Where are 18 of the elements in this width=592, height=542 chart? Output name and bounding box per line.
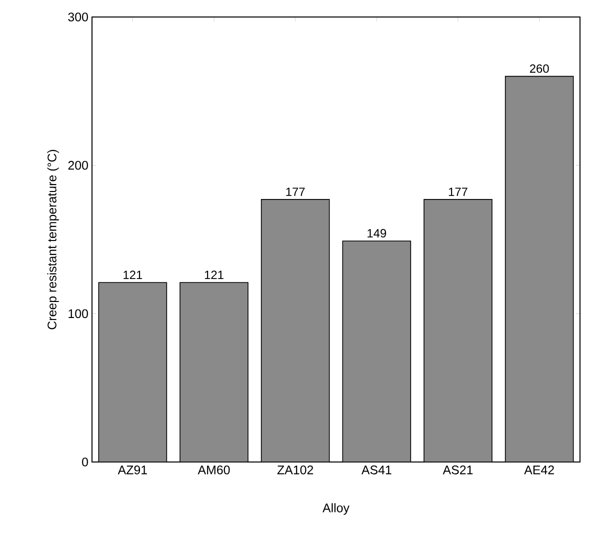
data-label: 149 [368,229,386,238]
x-tick-label: AS41 [361,466,392,474]
x-axis-title: Alloy [322,503,350,515]
x-tick-label: ZA102 [277,466,314,474]
y-axis-title: Creep resistant temperature (°C) [47,150,59,330]
x-tick-label: AS21 [442,466,473,474]
data-label: 177 [286,188,305,196]
y-tick-label: 200 [68,160,88,170]
data-label: 121 [124,270,142,279]
x-tick-label: AZ91 [118,466,147,474]
y-tick-label: 0 [82,458,88,466]
y-tick-label: 300 [68,12,88,22]
y-tick-label: 100 [68,309,88,318]
x-tick-label: AM60 [198,466,230,474]
data-label: 260 [530,64,549,73]
data-label: 121 [204,270,224,279]
data-label: 177 [448,188,468,196]
x-tick-label: AE42 [524,466,554,474]
